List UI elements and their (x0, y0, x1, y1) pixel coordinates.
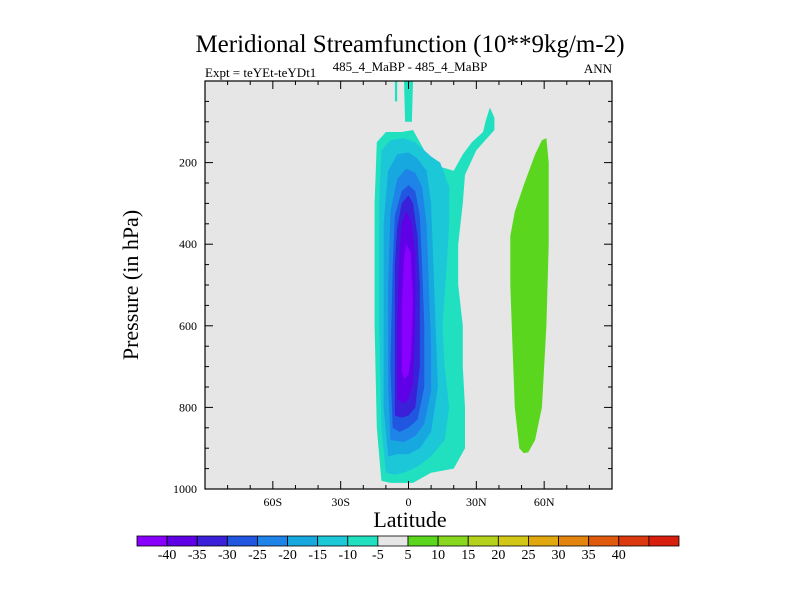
colorbar-swatch (407, 535, 439, 547)
colorbar-swatch (196, 535, 228, 547)
y-tick-label: 200 (179, 156, 197, 170)
x-axis-label: Latitude (373, 507, 446, 532)
colorbar-label: -20 (278, 548, 297, 563)
colorbar-label: -30 (218, 548, 237, 563)
subtitle-center: 485_4_MaBP - 485_4_MaBP (333, 59, 488, 74)
colorbar-swatch (497, 535, 529, 547)
y-tick-label: 800 (179, 400, 197, 414)
colorbar-label: -35 (188, 548, 207, 563)
colorbar-label: 30 (552, 548, 566, 563)
x-tick-label: 0 (406, 495, 412, 509)
colorbar-swatch (257, 535, 288, 547)
colorbar-swatch (347, 535, 379, 547)
colorbar-label: -5 (372, 548, 384, 563)
chart-title: Meridional Streamfunction (10**9kg/m-2) (195, 31, 624, 58)
colorbar-label: 25 (521, 548, 535, 563)
subtitle-right: ANN (584, 61, 613, 76)
y-tick-label: 400 (179, 237, 197, 251)
subtitle-left: Expt = teYEt-teYDt1 (205, 65, 316, 80)
colorbar-swatch (588, 535, 620, 547)
x-tick-label: 30N (466, 495, 487, 509)
colorbar-label: 20 (491, 548, 505, 563)
colorbar-swatch (166, 535, 198, 547)
colorbar-label: 40 (612, 548, 626, 563)
contour-strip-minus5-top-b (404, 81, 413, 122)
x-tick-label: 30S (331, 495, 350, 509)
colorbar-swatch (377, 535, 409, 547)
contour-cell-minus40 (401, 244, 413, 379)
contour-strip-minus5-top (394, 81, 398, 102)
colorbar-label: 35 (582, 548, 596, 563)
contour-cell-plus5 (510, 138, 549, 454)
colorbar-label: 10 (431, 548, 445, 563)
colorbar-label: -25 (248, 548, 267, 563)
colorbar-label: 5 (405, 548, 412, 563)
colorbar-swatch (648, 535, 680, 547)
y-tick-label: 600 (179, 319, 197, 333)
colorbar-label: -10 (338, 548, 357, 563)
colorbar-swatch (287, 535, 319, 547)
colorbar-swatch (437, 535, 469, 547)
colorbar-label: -40 (158, 548, 177, 563)
colorbar-swatch (618, 535, 650, 547)
colorbar-swatch (467, 535, 499, 547)
colorbar-swatch (136, 535, 168, 547)
colorbar-label: 15 (461, 548, 475, 563)
y-tick-label: 1000 (173, 482, 197, 496)
colorbar-swatch (317, 535, 349, 547)
x-tick-label: 60N (534, 495, 555, 509)
y-axis-label: Pressure (in hPa) (118, 210, 143, 360)
colorbar-label: -15 (308, 548, 327, 563)
x-tick-label: 60S (263, 495, 282, 509)
colorbar-swatch (226, 535, 258, 547)
colorbar-swatch (528, 535, 559, 547)
colorbar-swatch (558, 535, 590, 547)
